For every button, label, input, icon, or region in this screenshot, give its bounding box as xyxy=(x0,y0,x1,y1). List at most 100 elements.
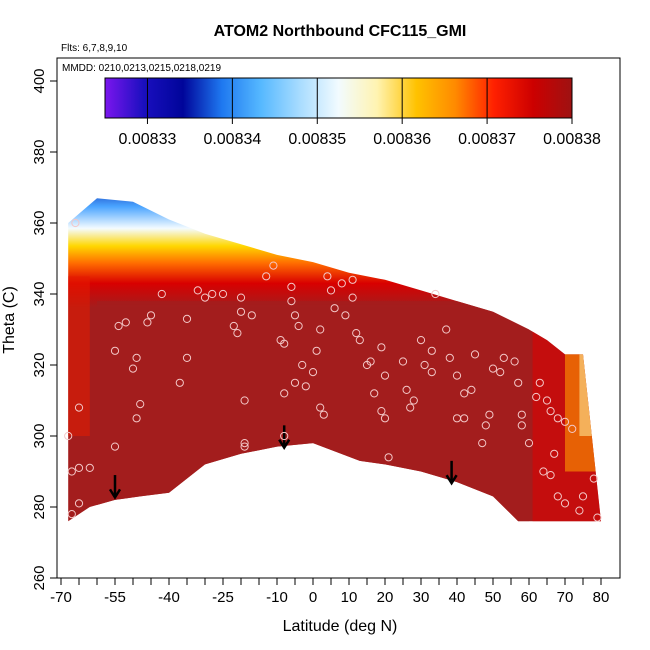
x-axis: -70 -55 -40 -25 -10 0 10 20 30 40 50 60 70 80 xyxy=(50,578,609,606)
sample-point xyxy=(64,431,73,441)
x-tick-label: 20 xyxy=(377,589,394,606)
sample-point xyxy=(319,410,328,419)
sample-point xyxy=(348,293,357,302)
sample-point xyxy=(370,389,379,398)
sample-point xyxy=(593,513,602,522)
sample-point xyxy=(233,329,242,338)
sample-point xyxy=(74,463,84,472)
sample-point xyxy=(218,289,228,299)
x-tick-label: 40 xyxy=(449,589,466,606)
sample-point xyxy=(240,439,249,448)
sample-point xyxy=(121,318,130,327)
x-tick-label: -40 xyxy=(158,589,180,606)
profile-arrow-head xyxy=(445,474,458,486)
colorbar-tick-label: 0.00837 xyxy=(458,131,516,148)
sample-point xyxy=(132,414,141,423)
sample-point xyxy=(380,371,390,380)
field-interior-red xyxy=(97,301,529,522)
colorbar-bar xyxy=(104,77,573,119)
y-tick-label: 280 xyxy=(31,494,48,519)
sample-points xyxy=(64,218,602,522)
sample-point xyxy=(200,293,210,302)
x-axis-title: Latitude (deg N) xyxy=(283,618,398,635)
sample-point xyxy=(377,343,386,352)
sample-point xyxy=(485,410,494,419)
sample-point xyxy=(560,417,570,426)
sample-point xyxy=(290,378,300,387)
sample-point xyxy=(420,360,429,370)
x-tick-label: 80 xyxy=(593,589,610,606)
x-tick-label: 0 xyxy=(309,589,317,606)
sample-point xyxy=(71,218,80,228)
colorbar-tick-label: 0.00835 xyxy=(288,131,346,148)
sample-point xyxy=(236,293,246,302)
x-tick-label: -70 xyxy=(50,589,72,606)
sample-point xyxy=(488,364,498,373)
sample-point xyxy=(323,272,332,281)
sample-point xyxy=(175,378,184,387)
sample-point xyxy=(262,272,271,281)
sample-point xyxy=(74,403,84,412)
sample-point xyxy=(330,304,339,313)
sample-point xyxy=(143,318,152,327)
sample-point xyxy=(308,368,318,377)
sample-point xyxy=(208,289,217,299)
sample-point xyxy=(110,442,120,451)
y-tick-label: 260 xyxy=(31,565,48,590)
sample-point xyxy=(312,346,321,355)
x-tick-label: 50 xyxy=(485,589,502,606)
sample-point xyxy=(146,311,156,320)
field-edge-light xyxy=(579,329,601,436)
sample-point xyxy=(445,353,454,362)
colorbar-tick-label: 0.00836 xyxy=(373,131,431,148)
sample-point xyxy=(460,389,469,398)
colorbar-tick-label: 0.00838 xyxy=(543,131,601,148)
sample-point xyxy=(240,442,249,451)
sample-point xyxy=(287,297,296,306)
sample-point xyxy=(568,424,577,433)
y-axis-title: Theta (C) xyxy=(1,286,18,354)
profile-arrow-head xyxy=(108,488,122,500)
sample-point xyxy=(298,360,307,370)
y-axis: 260 280 300 320 340 360 380 400 xyxy=(31,68,57,591)
sample-point xyxy=(460,414,469,423)
x-tick-label: 10 xyxy=(341,589,358,606)
y-tick-label: 320 xyxy=(31,352,48,377)
sample-point xyxy=(514,378,523,387)
y-tick-label: 380 xyxy=(31,139,48,164)
sample-point xyxy=(316,403,325,412)
x-tick-label: -25 xyxy=(212,589,234,606)
sample-point xyxy=(478,439,487,448)
sample-point xyxy=(229,321,238,331)
sample-point xyxy=(287,282,296,291)
x-tick-label: 30 xyxy=(413,589,430,606)
colorbar-ticks: 0.00833 0.00834 0.00835 0.00836 0.00837 0.008… xyxy=(119,78,601,148)
sample-point xyxy=(366,357,375,366)
sample-point xyxy=(542,396,552,405)
field-edge-orange xyxy=(565,294,601,472)
x-tick-label: 70 xyxy=(557,589,574,606)
sample-point xyxy=(517,410,526,419)
sample-point xyxy=(280,339,289,348)
sample-point xyxy=(409,396,418,405)
profile-arrow-head xyxy=(278,438,291,451)
sample-point xyxy=(398,357,408,366)
sample-point xyxy=(380,414,390,423)
sample-point xyxy=(341,311,350,320)
sample-point xyxy=(560,499,570,508)
sample-point xyxy=(182,314,192,323)
sample-point xyxy=(157,289,166,299)
sample-point xyxy=(452,371,462,380)
profile-arrows xyxy=(108,425,458,500)
sample-point xyxy=(589,474,598,483)
sample-point xyxy=(402,385,411,394)
sample-point xyxy=(337,279,346,288)
sample-point xyxy=(240,396,249,405)
colorbar: 0.00833 0.00834 0.00835 0.00836 0.00837 0.008… xyxy=(104,77,601,148)
sample-point xyxy=(114,321,123,331)
sample-point xyxy=(553,414,562,423)
sample-point xyxy=(499,353,508,362)
sample-point xyxy=(132,353,141,362)
sample-point xyxy=(301,382,310,391)
